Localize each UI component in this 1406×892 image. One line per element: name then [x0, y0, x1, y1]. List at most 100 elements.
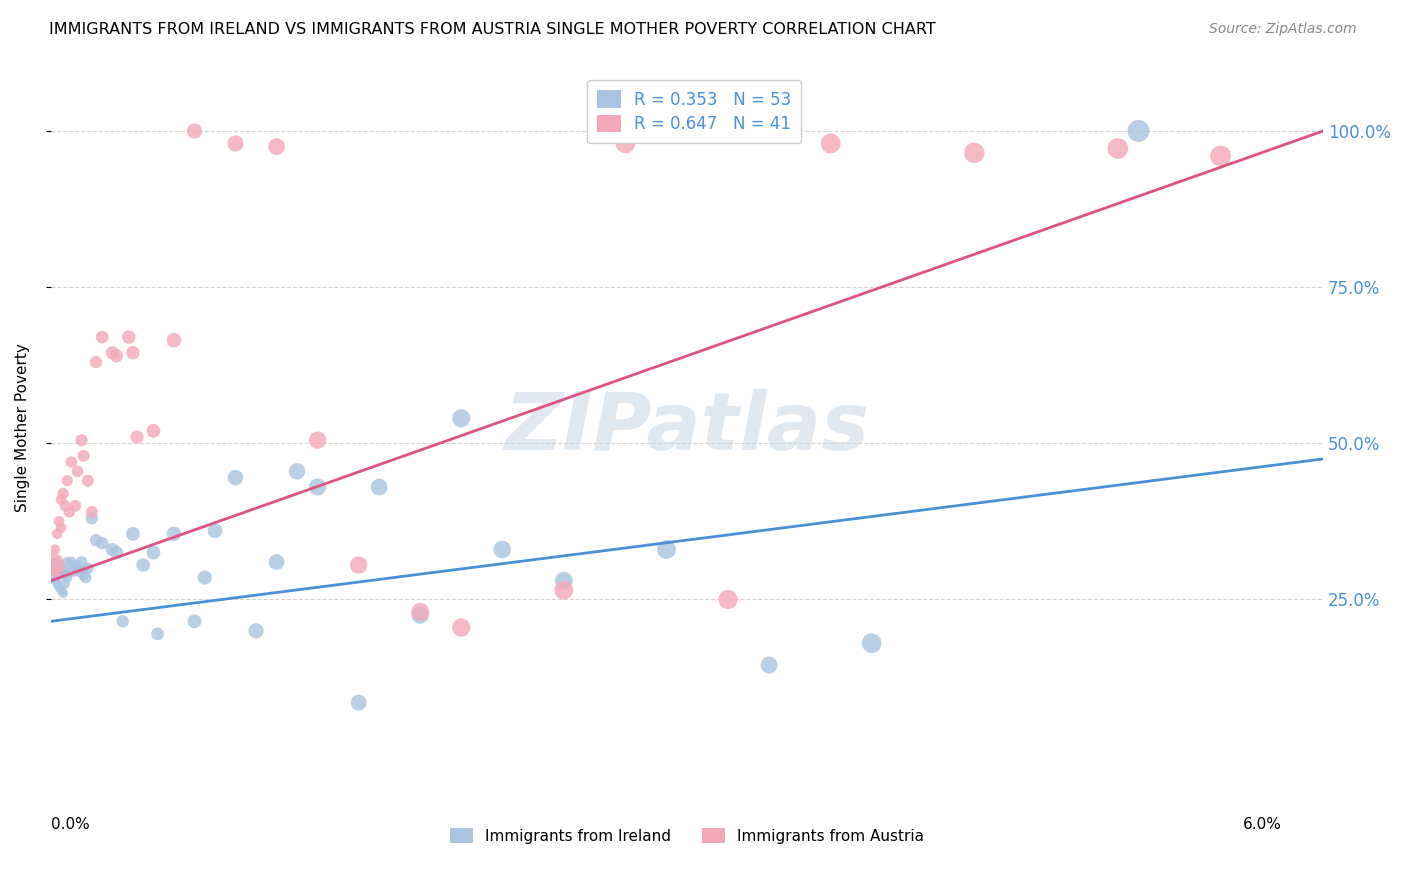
Point	[111, 615, 134, 629]
Point	[163, 527, 186, 541]
Point	[146, 627, 169, 641]
Point	[125, 430, 148, 444]
Point	[122, 527, 145, 541]
Point	[285, 464, 308, 478]
Point	[80, 505, 103, 519]
Point	[368, 480, 391, 494]
Point	[491, 542, 513, 557]
Point	[183, 124, 205, 138]
Point	[42, 565, 65, 579]
Point	[266, 139, 288, 153]
Point	[163, 333, 186, 347]
Point	[75, 571, 97, 585]
Point	[245, 624, 267, 638]
Point	[66, 464, 89, 478]
Point	[820, 136, 842, 151]
Point	[409, 608, 432, 623]
Point	[1128, 124, 1150, 138]
Point	[204, 524, 226, 538]
Point	[1209, 149, 1232, 163]
Point	[409, 605, 432, 619]
Point	[49, 521, 72, 535]
Point	[49, 492, 72, 507]
Point	[52, 486, 75, 500]
Point	[56, 474, 79, 488]
Point	[553, 583, 575, 598]
Point	[52, 586, 75, 600]
Point	[56, 571, 79, 585]
Point	[91, 536, 114, 550]
Text: 6.0%: 6.0%	[1243, 817, 1282, 832]
Point	[225, 470, 247, 484]
Point	[49, 583, 72, 598]
Point	[450, 411, 472, 425]
Point	[60, 455, 83, 469]
Point	[758, 658, 780, 673]
Point	[46, 527, 69, 541]
Point	[70, 433, 93, 447]
Point	[553, 574, 575, 588]
Point	[122, 345, 145, 359]
Text: Source: ZipAtlas.com: Source: ZipAtlas.com	[1209, 22, 1357, 37]
Point	[76, 474, 98, 488]
Point	[183, 615, 205, 629]
Point	[46, 555, 69, 569]
Point	[717, 592, 740, 607]
Legend: R = 0.353   N = 53, R = 0.647   N = 41: R = 0.353 N = 53, R = 0.647 N = 41	[588, 80, 801, 144]
Point	[53, 577, 76, 591]
Point	[614, 136, 637, 151]
Point	[963, 145, 986, 160]
Point	[44, 571, 66, 585]
Point	[46, 577, 69, 591]
Text: IMMIGRANTS FROM IRELAND VS IMMIGRANTS FROM AUSTRIA SINGLE MOTHER POVERTY CORRELA: IMMIGRANTS FROM IRELAND VS IMMIGRANTS FR…	[49, 22, 936, 37]
Point	[48, 515, 70, 529]
Point	[91, 330, 114, 344]
Point	[48, 558, 70, 573]
Point	[60, 555, 83, 569]
Point	[142, 546, 165, 560]
Point	[53, 567, 76, 582]
Point	[84, 355, 107, 369]
Point	[347, 696, 370, 710]
Point	[194, 571, 217, 585]
Point	[65, 558, 87, 573]
Point	[655, 542, 678, 557]
Point	[48, 580, 70, 594]
Point	[101, 345, 124, 359]
Point	[69, 565, 91, 579]
Point	[73, 449, 96, 463]
Text: ZIPatlas: ZIPatlas	[505, 389, 869, 467]
Point	[53, 499, 76, 513]
Point	[266, 555, 288, 569]
Point	[1107, 141, 1129, 155]
Point	[70, 555, 93, 569]
Point	[46, 565, 69, 579]
Point	[56, 555, 79, 569]
Point	[49, 565, 72, 579]
Point	[132, 558, 155, 573]
Point	[225, 136, 247, 151]
Point	[80, 511, 103, 525]
Point	[347, 558, 370, 573]
Point	[105, 349, 128, 363]
Point	[118, 330, 141, 344]
Point	[76, 561, 98, 575]
Point	[142, 424, 165, 438]
Point	[65, 499, 87, 513]
Point	[62, 565, 84, 579]
Point	[44, 542, 66, 557]
Point	[66, 561, 89, 575]
Text: 0.0%: 0.0%	[51, 817, 90, 832]
Point	[450, 621, 472, 635]
Point	[58, 505, 80, 519]
Point	[73, 567, 96, 582]
Point	[58, 565, 80, 579]
Y-axis label: Single Mother Poverty: Single Mother Poverty	[15, 343, 30, 512]
Point	[860, 636, 883, 650]
Point	[101, 542, 124, 557]
Point	[52, 561, 75, 575]
Point	[105, 546, 128, 560]
Point	[84, 533, 107, 548]
Point	[42, 558, 65, 573]
Point	[307, 433, 329, 447]
